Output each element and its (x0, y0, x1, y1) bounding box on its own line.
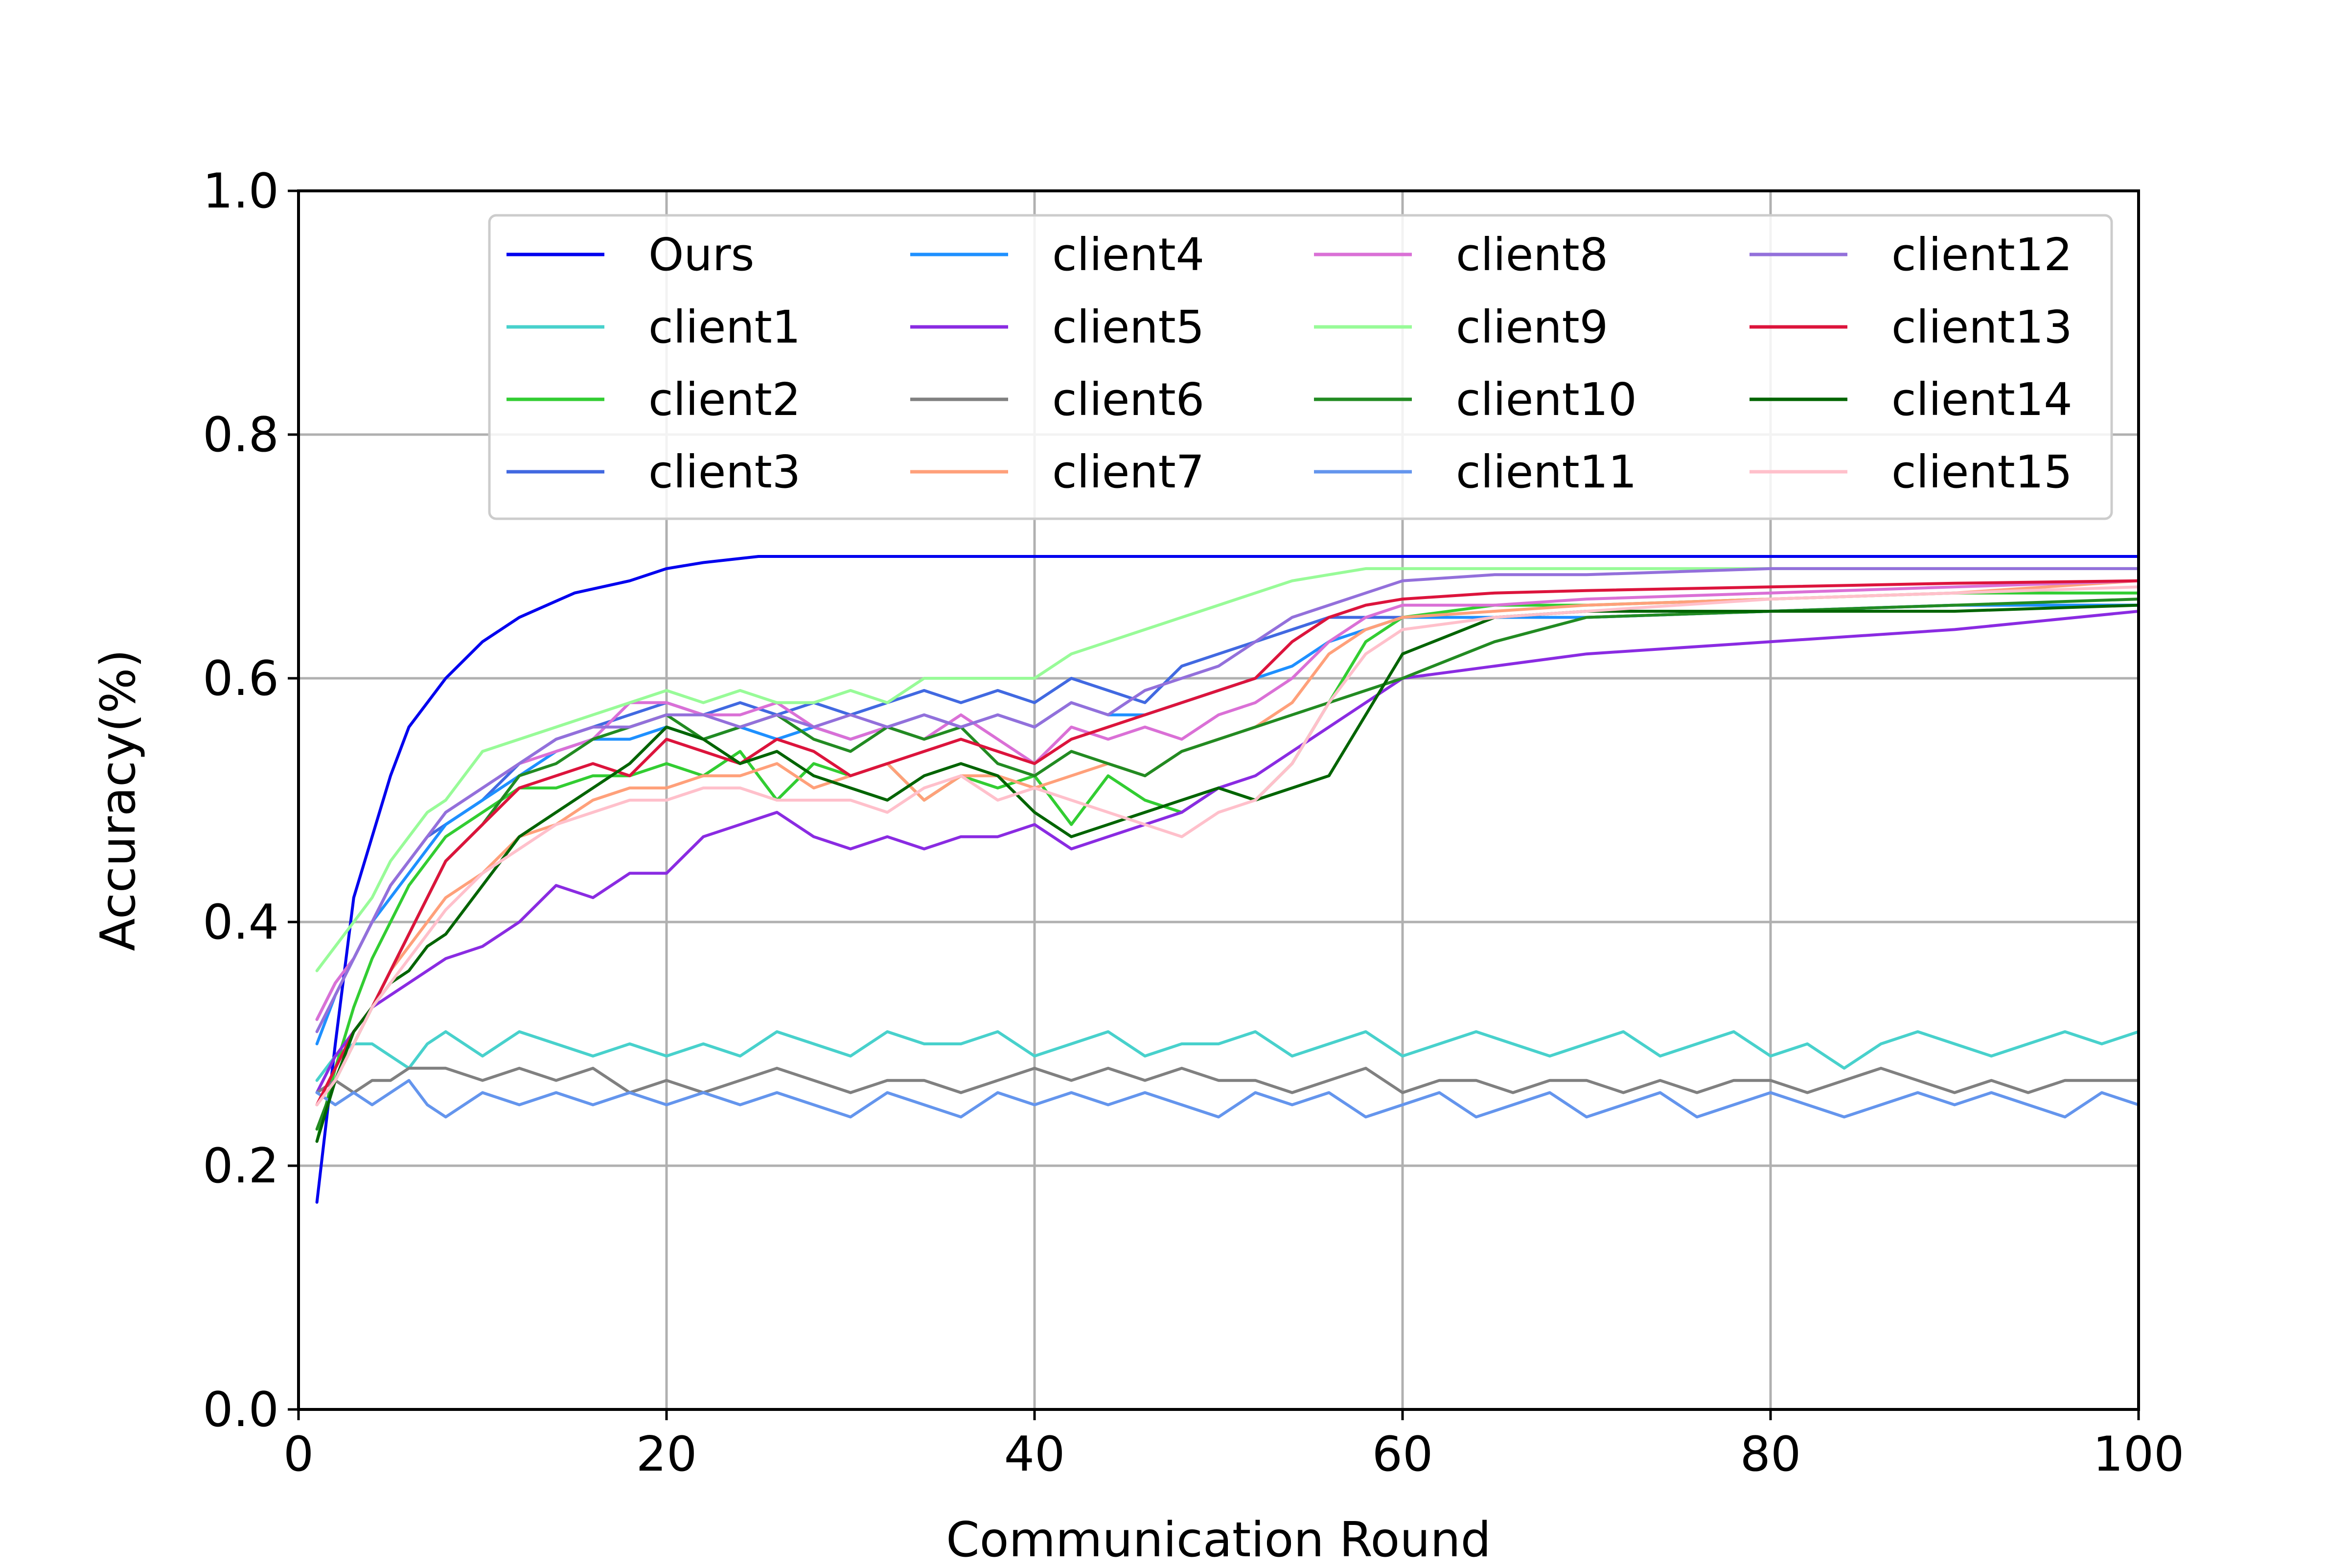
x-tick-label: 20 (636, 1427, 697, 1482)
legend-label: client10 (1456, 373, 1637, 426)
legend-label: client9 (1456, 301, 1608, 353)
y-tick-label: 0.2 (203, 1138, 279, 1194)
series-lines (315, 555, 2140, 1204)
series-line-client9 (315, 567, 2140, 972)
legend-label: client6 (1052, 373, 1204, 426)
series-line-client6 (315, 1066, 2140, 1094)
legend-box (488, 214, 2113, 520)
series-line-client15 (315, 585, 2140, 1107)
legend-label: client2 (648, 373, 801, 426)
series-line-client2 (315, 591, 2140, 1143)
series-line-ours (315, 555, 2140, 1204)
series-line-client8 (315, 579, 2140, 1021)
series-line-client4 (315, 603, 2140, 1045)
y-tick-label: 0.8 (203, 407, 279, 463)
series-line-client12 (315, 567, 2140, 1034)
series-line-client11 (315, 1079, 2140, 1119)
legend: Ours client1 client2 client3 client4 client5 c… (488, 214, 2113, 520)
legend-label: client3 (648, 446, 801, 498)
legend-label: client7 (1052, 446, 1204, 498)
legend-label: client8 (1456, 229, 1608, 281)
legend-label: client1 (648, 301, 801, 353)
legend-label: Ours (648, 229, 754, 281)
series-line-client13 (315, 579, 2140, 1107)
axis-ticks: 0 20 40 60 80 100 0.0 0.2 0.4 0.6 0.8 1.0 (203, 163, 2184, 1482)
legend-label: client14 (1891, 373, 2073, 426)
x-tick-label: 60 (1372, 1427, 1433, 1482)
plot-frame (297, 189, 2140, 1411)
y-tick-label: 1.0 (203, 163, 279, 219)
legend-label: client12 (1891, 229, 2073, 281)
x-tick-label: 40 (1004, 1427, 1065, 1482)
x-axis-label: Communication Round (946, 1512, 1491, 1566)
series-line-client5 (315, 610, 2140, 1094)
series-line-client14 (315, 603, 2140, 1143)
series-line-client1 (315, 1030, 2140, 1082)
legend-label: client5 (1052, 301, 1204, 353)
x-tick-label: 100 (2093, 1427, 2184, 1482)
x-tick-label: 80 (1740, 1427, 1801, 1482)
x-tick-label: 0 (283, 1427, 314, 1482)
y-tick-label: 0.6 (203, 651, 279, 707)
y-tick-label: 0.4 (203, 895, 279, 950)
legend-label: client15 (1891, 446, 2073, 498)
legend-label: client13 (1891, 301, 2073, 353)
legend-label: client11 (1456, 446, 1637, 498)
y-tick-label: 0.0 (203, 1382, 279, 1438)
y-axis-label: Accuracy(%) (91, 649, 146, 951)
legend-label: client4 (1052, 229, 1204, 281)
